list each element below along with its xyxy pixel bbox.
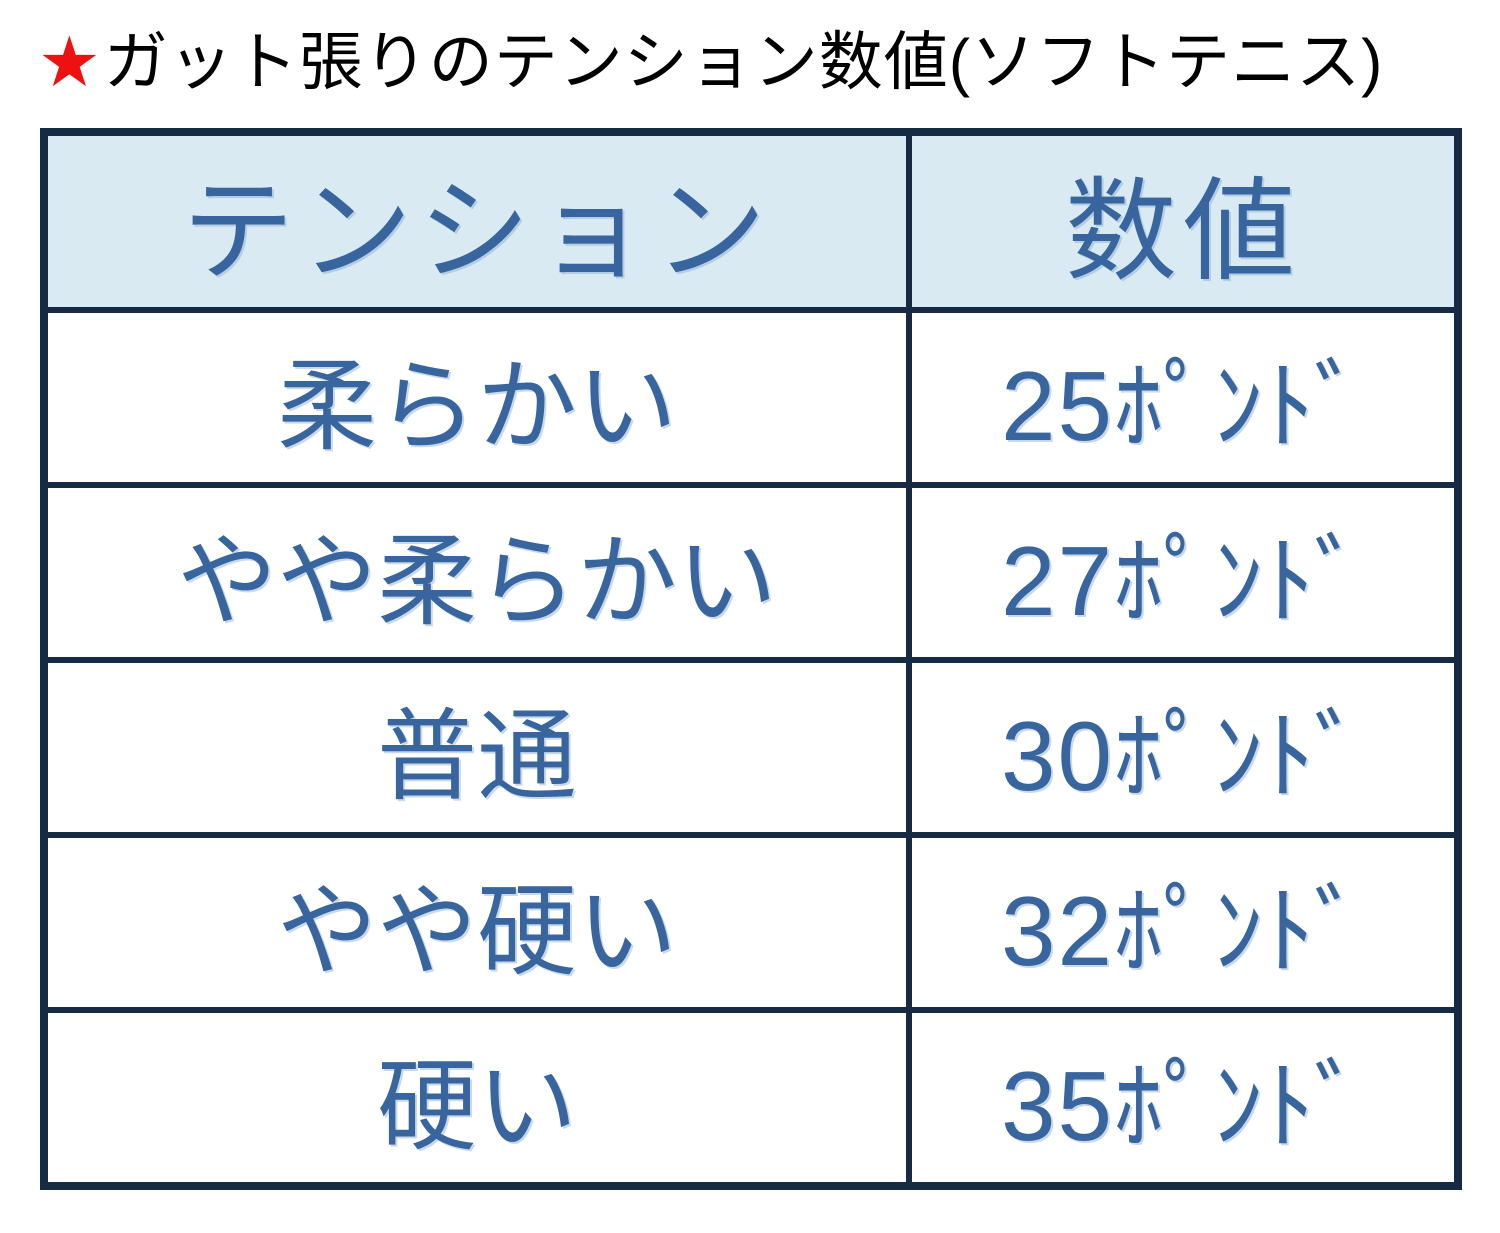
header-value: 数値 bbox=[912, 136, 1454, 307]
star-icon: ★ bbox=[38, 23, 102, 101]
table-row-3-value: 32ﾎﾟﾝﾄﾞ bbox=[912, 838, 1454, 1007]
page-title-text: ガット張りのテンション数値(ソフトテニス) bbox=[103, 26, 1384, 98]
table-row-0-value: 25ﾎﾟﾝﾄﾞ bbox=[912, 313, 1454, 482]
tension-table: テンション 数値 柔らかい 25ﾎﾟﾝﾄﾞ やや柔らかい 27ﾎﾟﾝﾄﾞ 普通 … bbox=[40, 128, 1462, 1190]
table-row-1-value: 27ﾎﾟﾝﾄﾞ bbox=[912, 488, 1454, 657]
table-row-1-tension: やや柔らかい bbox=[48, 488, 906, 657]
table-row-4-value: 35ﾎﾟﾝﾄﾞ bbox=[912, 1013, 1454, 1182]
table-row-2-value: 30ﾎﾟﾝﾄﾞ bbox=[912, 663, 1454, 832]
page-title: ★ガット張りのテンション数値(ソフトテニス) bbox=[38, 22, 1383, 102]
header-tension: テンション bbox=[48, 136, 906, 307]
table-row-0-tension: 柔らかい bbox=[48, 313, 906, 482]
table-row-3-tension: やや硬い bbox=[48, 838, 906, 1007]
table-row-4-tension: 硬い bbox=[48, 1013, 906, 1182]
table-row-2-tension: 普通 bbox=[48, 663, 906, 832]
